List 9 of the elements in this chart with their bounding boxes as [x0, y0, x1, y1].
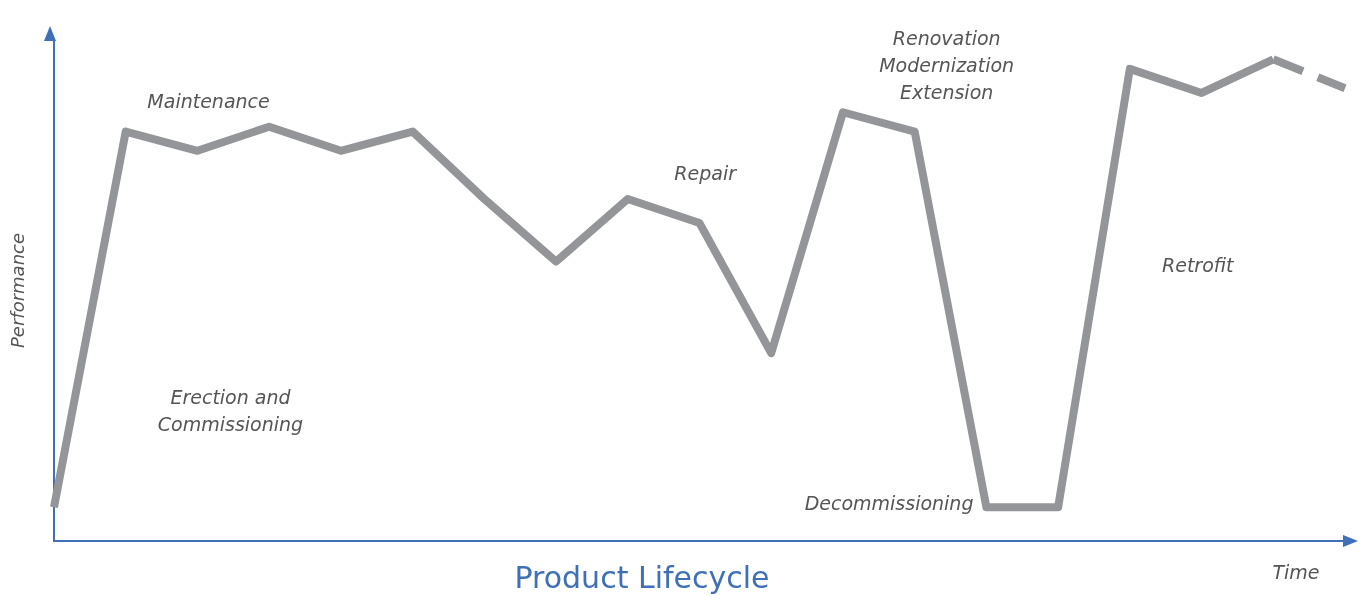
annotation: Retrofit	[1162, 253, 1236, 276]
annotation: Erection and Commissioning	[157, 386, 304, 436]
annotation: Maintenance	[147, 90, 270, 113]
y-axis-title: Performance	[6, 232, 28, 349]
x-axis-title: Time	[1272, 561, 1320, 583]
text: Product Lifecycle	[514, 559, 770, 595]
annotation: Repair	[674, 161, 738, 184]
annotation: Renovation Modernization Extension	[879, 27, 1015, 104]
annotation: Decommissioning	[804, 491, 974, 514]
